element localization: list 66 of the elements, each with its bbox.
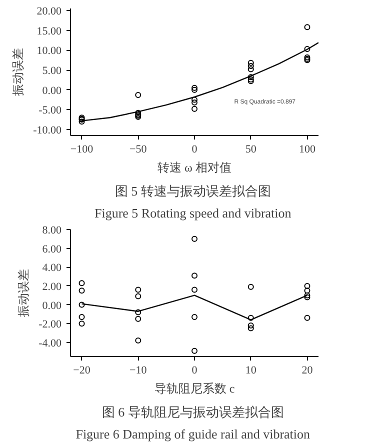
point: [192, 272, 198, 279]
point: [248, 314, 254, 321]
y-tick-label: 2.00: [42, 280, 62, 293]
x-tick-label: −100: [70, 144, 94, 156]
point: [78, 280, 85, 286]
point: [78, 288, 85, 294]
x-tick-label: 50: [245, 144, 257, 156]
x-tick-label: 0: [192, 364, 198, 376]
line-series: [81, 42, 318, 122]
x-tick-label: 20: [302, 364, 314, 376]
y-tick-label: -2.00: [38, 318, 62, 331]
point: [135, 338, 142, 344]
y-axis-title: 振动误差: [16, 269, 31, 317]
y-tick-label: 15.00: [36, 25, 62, 38]
x-tick-label: 0: [192, 144, 198, 156]
point: [192, 86, 198, 93]
point: [248, 66, 254, 72]
point: [192, 106, 198, 112]
point: [135, 92, 142, 98]
y-tick-label: -10.00: [33, 124, 62, 137]
x-tick-label: 100: [298, 144, 316, 156]
point: [192, 236, 198, 242]
x-tick-label: −10: [130, 364, 148, 376]
x-tick-label: 10: [245, 364, 257, 376]
point: [248, 60, 254, 66]
y-tick-label: 4.00: [42, 262, 62, 274]
x-axis-title: 导轨阻尼系数 c: [154, 382, 235, 396]
point: [192, 84, 198, 91]
x-tick-label: −20: [73, 364, 91, 376]
point: [248, 322, 254, 328]
point: [135, 286, 142, 293]
point: [304, 24, 310, 30]
x-tick-label: −50: [130, 144, 148, 156]
point: [304, 314, 310, 321]
y-tick-label: 20.00: [36, 5, 62, 18]
y-axis-title: 振动误差: [11, 48, 26, 96]
point: [304, 46, 310, 52]
text: 图 6 导轨阻尼与振动误差拟合图: [102, 404, 284, 420]
point: [135, 316, 142, 322]
point: [304, 282, 310, 289]
x-axis-title: 转速 ω 相对值: [158, 160, 232, 174]
y-tick-label: 8.00: [42, 224, 62, 236]
point: [135, 293, 142, 300]
y-tick-label: -5.00: [38, 104, 62, 117]
point: [135, 309, 142, 316]
point: [248, 74, 254, 80]
point: [192, 100, 198, 106]
point: [78, 320, 85, 327]
y-tick-label: 0.00: [42, 84, 62, 97]
point: [248, 325, 254, 332]
y-tick-label: 0.00: [42, 300, 62, 312]
point: [248, 284, 254, 290]
y-tick-label: 5.00: [42, 65, 62, 78]
point: [192, 314, 198, 320]
y-tick-label: -4.00: [38, 337, 62, 350]
point: [304, 288, 310, 294]
point: [192, 96, 198, 103]
point: [192, 286, 198, 293]
text: 图 5 转速与振动误差拟合图: [114, 184, 271, 198]
text: Figure 5 Rotating speed and vibration: [94, 206, 292, 220]
point: [248, 63, 254, 70]
point: [78, 314, 85, 320]
text: Figure 6 Damping of guide rail and vibration: [76, 426, 311, 442]
y-tick-label: 6.00: [42, 243, 62, 256]
y-tick-label: 10.00: [36, 45, 62, 58]
point: [192, 348, 198, 354]
